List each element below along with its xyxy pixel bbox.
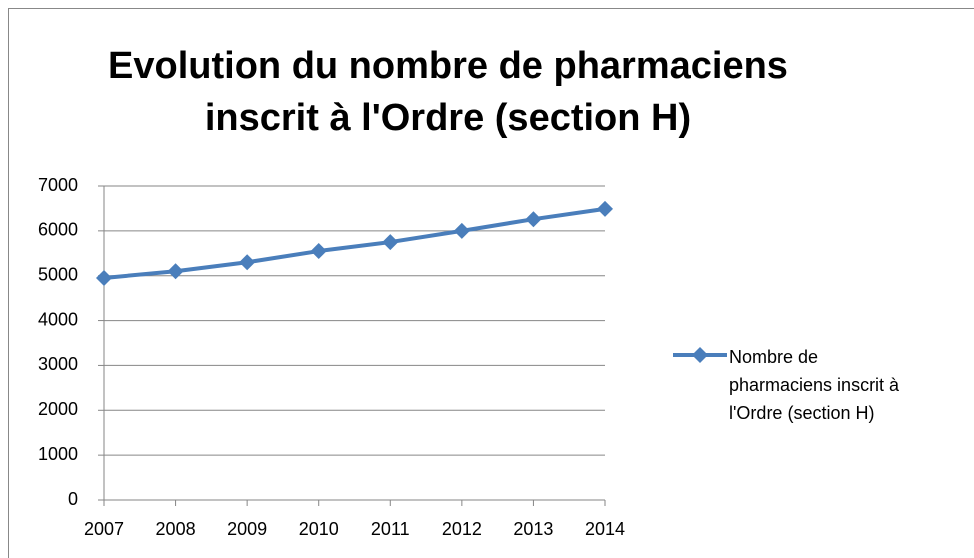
y-tick-label: 7000 [38, 175, 78, 195]
marker [382, 234, 399, 251]
x-tick-label: 2008 [156, 519, 196, 539]
marker [167, 263, 184, 280]
y-tick-label: 0 [68, 489, 78, 509]
marker [310, 243, 327, 260]
y-tick-label: 1000 [38, 444, 78, 464]
x-tick-label: 2013 [513, 519, 553, 539]
x-tick-label: 2011 [371, 519, 410, 539]
series-line [103, 206, 606, 280]
x-tick-label: 2012 [442, 519, 482, 539]
x-tick-label: 2009 [227, 519, 267, 539]
x-tick-label: 2010 [299, 519, 339, 539]
y-tick-label: 6000 [38, 220, 78, 240]
marker [453, 222, 470, 239]
marker [239, 254, 256, 271]
legend-label: Nombre de pharmaciens inscrit à l'Ordre … [729, 347, 900, 423]
y-tick-label: 2000 [38, 399, 78, 419]
marker [597, 200, 613, 217]
x-tick-label: 2007 [84, 519, 124, 539]
chart-border [8, 8, 974, 558]
marker [525, 211, 542, 228]
legend-marker [692, 347, 708, 363]
x-tick-label: 2014 [585, 519, 625, 539]
y-tick-label: 4000 [38, 309, 78, 329]
marker [96, 269, 112, 286]
y-tick-label: 5000 [38, 264, 78, 284]
chart-title: Evolution du nombre de pharmaciens inscr… [108, 45, 788, 139]
y-tick-label: 3000 [38, 354, 78, 374]
